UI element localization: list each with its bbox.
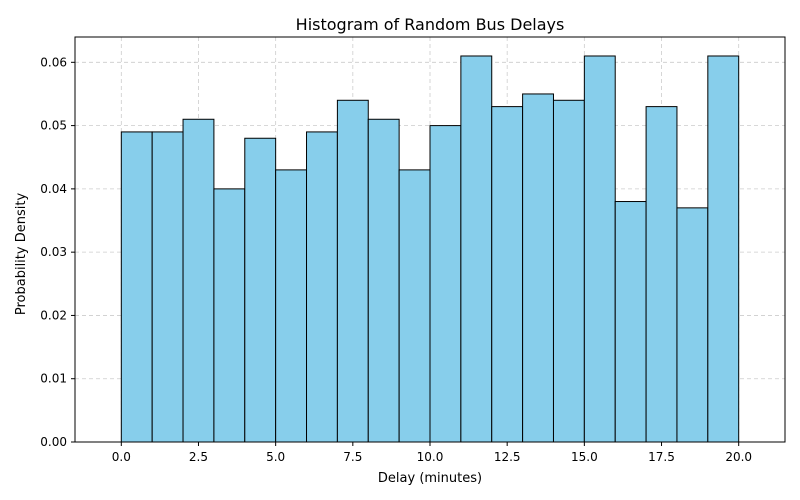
histogram-bar — [429, 125, 462, 443]
x-tick-label: 12.5 — [494, 450, 521, 464]
histogram-bar — [583, 55, 616, 443]
y-axis-ticks: 0.00 0.01 0.02 0.03 0.04 0.05 0.06 — [40, 55, 75, 449]
histogram-bar — [614, 201, 647, 443]
y-tick-label: 0.04 — [40, 182, 67, 196]
x-axis-label: Delay (minutes) — [378, 471, 482, 486]
histogram-bar — [151, 131, 184, 443]
x-tick-label: 2.5 — [189, 450, 208, 464]
x-tick-label: 5.0 — [266, 450, 285, 464]
x-tick-label: 20.0 — [725, 450, 752, 464]
histogram-bar — [120, 131, 153, 443]
bars — [120, 55, 740, 443]
histogram-bar — [182, 118, 215, 443]
x-tick-label: 7.5 — [343, 450, 362, 464]
y-tick-label: 0.01 — [40, 372, 67, 386]
histogram-bar — [367, 118, 400, 443]
y-tick-label: 0.02 — [40, 308, 67, 322]
histogram-bar — [676, 207, 709, 443]
histogram-bar — [336, 99, 369, 443]
histogram-bar — [522, 93, 554, 443]
histogram-bar — [645, 106, 678, 443]
x-tick-label: 0.0 — [112, 450, 131, 464]
histogram-bar — [552, 99, 585, 443]
y-tick-label: 0.06 — [40, 55, 67, 69]
x-tick-label: 15.0 — [571, 450, 598, 464]
histogram-bar — [306, 131, 338, 443]
histogram-bar — [244, 137, 277, 443]
histogram-bar — [275, 169, 308, 443]
histogram-bar — [707, 55, 740, 443]
y-tick-label: 0.00 — [40, 435, 67, 449]
x-tick-label: 17.5 — [648, 450, 675, 464]
y-tick-label: 0.05 — [40, 119, 67, 133]
y-tick-label: 0.03 — [40, 245, 67, 259]
histogram-bar — [213, 188, 246, 443]
chart-title: Histogram of Random Bus Delays — [296, 15, 565, 34]
histogram-bar — [398, 169, 431, 443]
histogram-bar — [460, 55, 493, 443]
x-tick-label: 10.0 — [417, 450, 444, 464]
y-axis-label: Probability Density — [14, 193, 29, 316]
x-axis-ticks: 0.0 2.5 5.0 7.5 10.0 12.5 15.0 17.5 20.0 — [112, 442, 752, 464]
histogram-bar — [491, 106, 524, 443]
